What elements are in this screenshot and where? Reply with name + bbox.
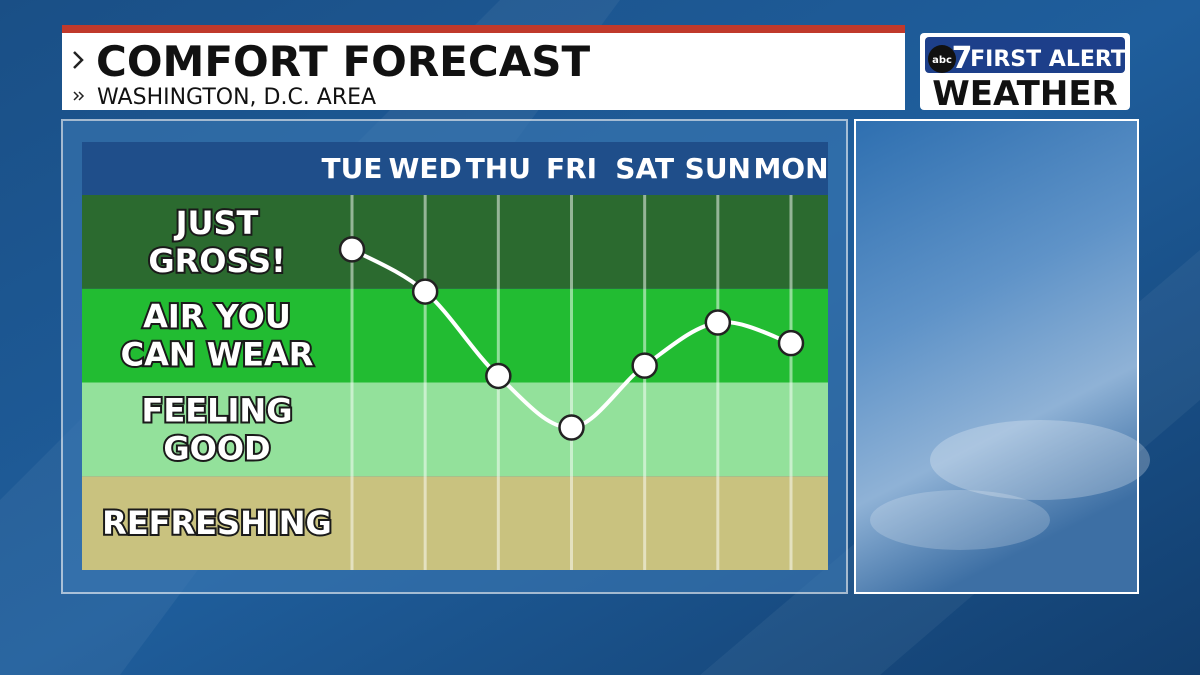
logo-line2: WEATHER	[932, 74, 1117, 114]
point	[411, 278, 439, 305]
band-label: JUST	[174, 204, 259, 242]
x-tick-label: SAT	[615, 152, 674, 185]
logo-circle	[928, 45, 956, 73]
logo-network: abc	[932, 55, 952, 66]
x-tick-label: MON	[753, 152, 828, 185]
header-accent	[62, 25, 905, 33]
band-label: GROSS!	[148, 242, 285, 280]
band-label: REFRESHING	[102, 504, 332, 542]
logo-line1: FIRST ALERT	[970, 47, 1126, 72]
band	[82, 195, 828, 289]
x-tick-label: SUN	[685, 152, 751, 185]
subtitle: WASHINGTON, D.C. AREA	[97, 85, 376, 110]
band-label: GOOD	[163, 429, 270, 467]
point	[704, 309, 732, 336]
band-label: AIR YOU	[143, 298, 291, 336]
x-tick-label: WED	[389, 152, 462, 185]
point	[485, 362, 512, 390]
chevron	[73, 51, 84, 69]
day-header	[82, 142, 828, 195]
x-tick-label: TUE	[322, 152, 383, 185]
chevron	[73, 91, 85, 101]
band-label: CAN WEAR	[121, 336, 314, 374]
point	[558, 414, 585, 441]
point	[631, 352, 658, 379]
band	[82, 476, 828, 570]
x-tick-label: FRI	[546, 152, 597, 185]
band-label: FEELING	[142, 391, 293, 429]
point	[777, 329, 805, 357]
logo-channel: 7	[952, 41, 973, 76]
sky-panel	[854, 119, 1139, 594]
cloud	[870, 490, 1050, 550]
cloud	[930, 420, 1150, 500]
band	[82, 382, 828, 477]
point	[338, 236, 366, 263]
logo-band	[925, 37, 1125, 73]
x-tick-label: THU	[466, 152, 531, 185]
band	[82, 288, 828, 383]
title: COMFORT FORECAST	[96, 37, 590, 86]
header-bar	[62, 33, 905, 110]
